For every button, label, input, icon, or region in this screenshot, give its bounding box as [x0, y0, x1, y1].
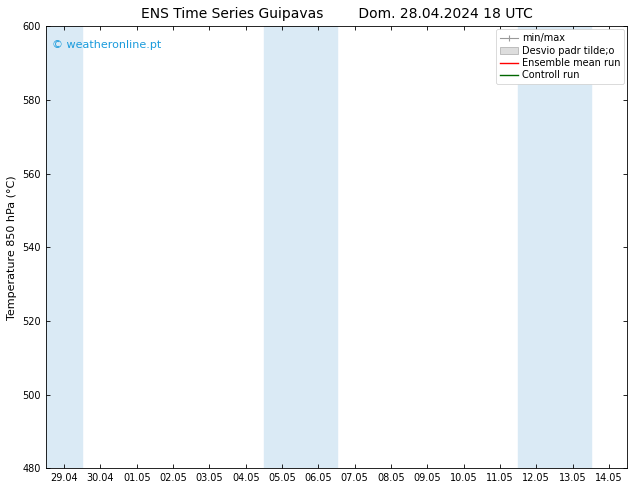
Legend: min/max, Desvio padr tilde;o, Ensemble mean run, Controll run: min/max, Desvio padr tilde;o, Ensemble m… [496, 29, 624, 84]
Bar [46, 26, 82, 468]
Bar [264, 26, 337, 468]
Bar [518, 26, 591, 468]
Y-axis label: Temperature 850 hPa (°C): Temperature 850 hPa (°C) [7, 175, 17, 319]
Text: © weatheronline.pt: © weatheronline.pt [52, 40, 161, 49]
Title: ENS Time Series Guipavas        Dom. 28.04.2024 18 UTC: ENS Time Series Guipavas Dom. 28.04.2024… [141, 7, 533, 21]
